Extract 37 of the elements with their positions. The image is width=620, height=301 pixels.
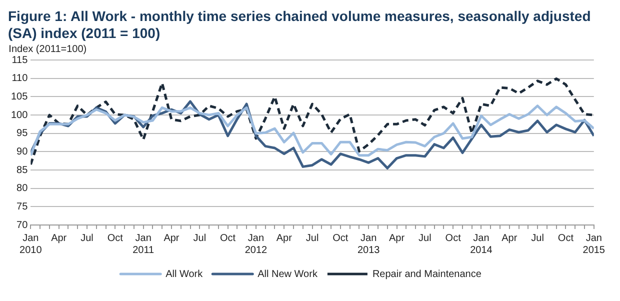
x-tick-label: Jul [418, 232, 432, 244]
x-tick-label: Oct [332, 232, 348, 244]
x-tick-label: Oct [107, 232, 124, 244]
x-tick-label: Jan 2010 [20, 232, 42, 256]
y-tick-label: 100 [10, 110, 28, 121]
x-tick-label: Apr [502, 232, 518, 244]
y-tick-label: 80 [16, 183, 28, 194]
x-tick-label: Jul [193, 232, 206, 244]
x-tick-label: Jul [80, 232, 94, 244]
x-tick-label: Oct [445, 232, 462, 244]
x-tick-label: Jan 2012 [244, 232, 268, 256]
y-tick-label: 70 [16, 220, 28, 231]
legend-label: All New Work [258, 268, 318, 280]
y-tick-label: 85 [16, 164, 28, 176]
y-tick-label: 105 [10, 91, 28, 102]
x-tick-label: Apr [276, 232, 293, 244]
x-tick-label: Jan 2014 [470, 232, 493, 256]
x-tick-label: Jul [531, 232, 544, 244]
chart-title: Figure 1: All Work - monthly time series chained volume measures, seasonally adjusted (SA) index (2011 = 100) [8, 8, 592, 42]
x-tick-label: Jan 2013 [357, 232, 380, 256]
legend-label: All Work [166, 268, 204, 280]
x-tick-label: Apr [51, 232, 68, 244]
y-tick-label: 75 [16, 201, 28, 212]
y-tick-label: 115 [12, 54, 28, 66]
legend-label: Repair and Maintenance [372, 268, 482, 280]
x-tick-label: Apr [164, 232, 180, 244]
y-axis-title: Index (2011=100) [8, 44, 87, 55]
y-tick-label: 90 [16, 146, 28, 158]
x-tick-label: Oct [220, 232, 236, 244]
x-tick-label: Jul [306, 232, 319, 244]
x-tick-label: Oct [558, 232, 574, 244]
y-tick-label: 110 [12, 73, 28, 84]
x-tick-label: Jan 2015 [582, 232, 606, 256]
x-tick-label: Apr [388, 232, 406, 244]
y-tick-label: 95 [16, 128, 28, 140]
x-tick-label: Jan 2011 [132, 232, 155, 256]
line-series [30, 77, 594, 166]
